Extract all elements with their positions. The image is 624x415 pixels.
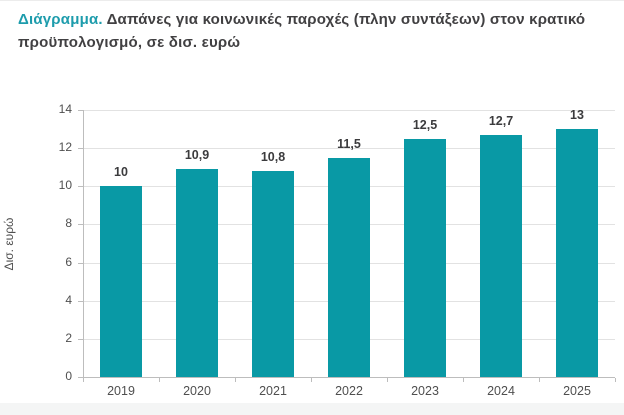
bar-value-label: 10,8: [260, 150, 286, 165]
y-axis-tick: [78, 262, 83, 264]
x-tick-label: 2019: [107, 384, 135, 398]
x-axis-tick: [83, 378, 84, 382]
y-axis-tick: [78, 186, 83, 188]
x-tick-label: 2023: [411, 384, 439, 398]
y-axis-tick: [78, 110, 83, 111]
bar: [328, 157, 370, 377]
bar-value-label: 10: [114, 165, 128, 180]
page-bottom-edge: [0, 403, 624, 415]
x-axis-tick: [311, 378, 312, 382]
bar: [404, 138, 446, 377]
y-tick-label: 2: [65, 330, 72, 345]
page-top-edge: [0, 0, 624, 1]
x-axis-tick: [539, 378, 540, 382]
y-axis-tick: [78, 300, 83, 302]
y-tick-label: 14: [58, 102, 72, 116]
y-tick-label: 10: [58, 178, 72, 193]
y-tick-label: 12: [58, 140, 72, 155]
y-tick-label: 4: [65, 292, 72, 307]
grid-line: [83, 110, 615, 111]
y-tick-label: 8: [65, 216, 72, 231]
bar-value-label: 12,5: [412, 117, 438, 132]
x-axis-tick: [159, 378, 160, 382]
grid-line: [83, 148, 615, 150]
x-tick-label: 2025: [563, 384, 591, 398]
x-axis-tick: [615, 378, 616, 382]
y-axis-tick: [78, 224, 83, 226]
x-tick-label: 2022: [335, 384, 363, 398]
x-axis-tick: [235, 378, 236, 382]
y-tick-label: 6: [65, 254, 72, 269]
y-axis-tick: [78, 338, 83, 340]
x-axis-line: [83, 377, 615, 378]
bar-value-label: 13: [570, 108, 584, 123]
bar: [480, 134, 522, 377]
y-axis-tick: [78, 148, 83, 150]
y-axis-title: Δισ. ευρώ: [2, 217, 16, 271]
bar: [100, 186, 142, 377]
bar: [556, 129, 598, 377]
chart-title: Διάγραμμα. Δαπάνες για κοινωνικές παροχέ…: [18, 8, 604, 54]
x-tick-label: 2020: [183, 384, 211, 398]
x-axis-tick: [463, 378, 464, 382]
chart-title-text-line1: Δαπάνες για κοινωνικές παροχές (πλην συν…: [106, 11, 586, 28]
bar: [252, 171, 294, 377]
chart-title-text-line2: προϋπολογισμό, σε δισ. ευρώ: [18, 34, 241, 51]
y-axis-line: [83, 110, 84, 377]
bar-value-label: 12,7: [488, 113, 514, 128]
chart-title-label: Διάγραμμα.: [18, 11, 103, 28]
bar-value-label: 10,9: [184, 148, 210, 163]
y-axis-tick: [78, 377, 83, 378]
bar-value-label: 11,5: [337, 136, 361, 151]
y-tick-label: 0: [65, 369, 72, 383]
x-axis-tick: [387, 378, 388, 382]
x-tick-label: 2024: [487, 384, 515, 398]
bar: [176, 169, 218, 377]
x-tick-label: 2021: [259, 384, 287, 398]
